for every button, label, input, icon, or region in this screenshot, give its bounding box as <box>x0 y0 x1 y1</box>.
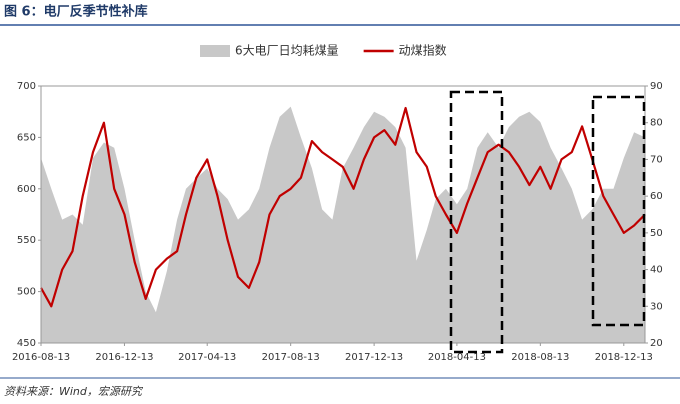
y-tick-label: 450 <box>17 338 36 349</box>
y2-tick-label: 50 <box>650 228 663 239</box>
y-tick-label: 700 <box>17 81 36 92</box>
legend-label: 动煤指数 <box>399 43 447 58</box>
x-tick-label: 2018-12-13 <box>595 352 653 363</box>
legend-label: 6大电厂日均耗煤量 <box>235 44 339 58</box>
legend: 6大电厂日均耗煤量 动煤指数 <box>200 43 447 58</box>
y2-tick-label: 70 <box>650 154 663 165</box>
y-tick-label: 550 <box>17 235 36 246</box>
y2-tick-label: 90 <box>650 81 663 92</box>
y2-tick-label: 30 <box>650 301 663 312</box>
y-tick-label: 600 <box>17 184 36 195</box>
legend-swatch <box>200 45 230 57</box>
y-tick-label: 650 <box>17 132 36 143</box>
y2-tick-label: 40 <box>650 265 663 276</box>
y2-tick-label: 80 <box>650 118 663 129</box>
x-tick-label: 2018-08-13 <box>511 352 569 363</box>
y2-tick-label: 20 <box>650 338 663 349</box>
highlight-box <box>449 90 504 354</box>
x-tick-label: 2018-04-13 <box>428 352 486 363</box>
x-tick-label: 2017-04-13 <box>178 352 236 363</box>
x-tick-label: 2017-12-13 <box>345 352 403 363</box>
x-tick-label: 2016-08-13 <box>12 352 70 363</box>
x-tick-label: 2016-12-13 <box>95 352 153 363</box>
y2-tick-label: 60 <box>650 191 663 202</box>
y-tick-label: 500 <box>17 287 36 298</box>
plot: 450 500 550 600 650 700 20 30 40 50 60 70 80 90 2016-0… <box>12 81 663 363</box>
chart-title: 图 6：电厂反季节性补库 <box>4 4 148 20</box>
line <box>40 106 646 308</box>
source: 资料来源：Wind，宏源研究 <box>4 385 144 398</box>
x-tick-label: 2017-08-13 <box>262 352 320 363</box>
area <box>41 106 645 343</box>
